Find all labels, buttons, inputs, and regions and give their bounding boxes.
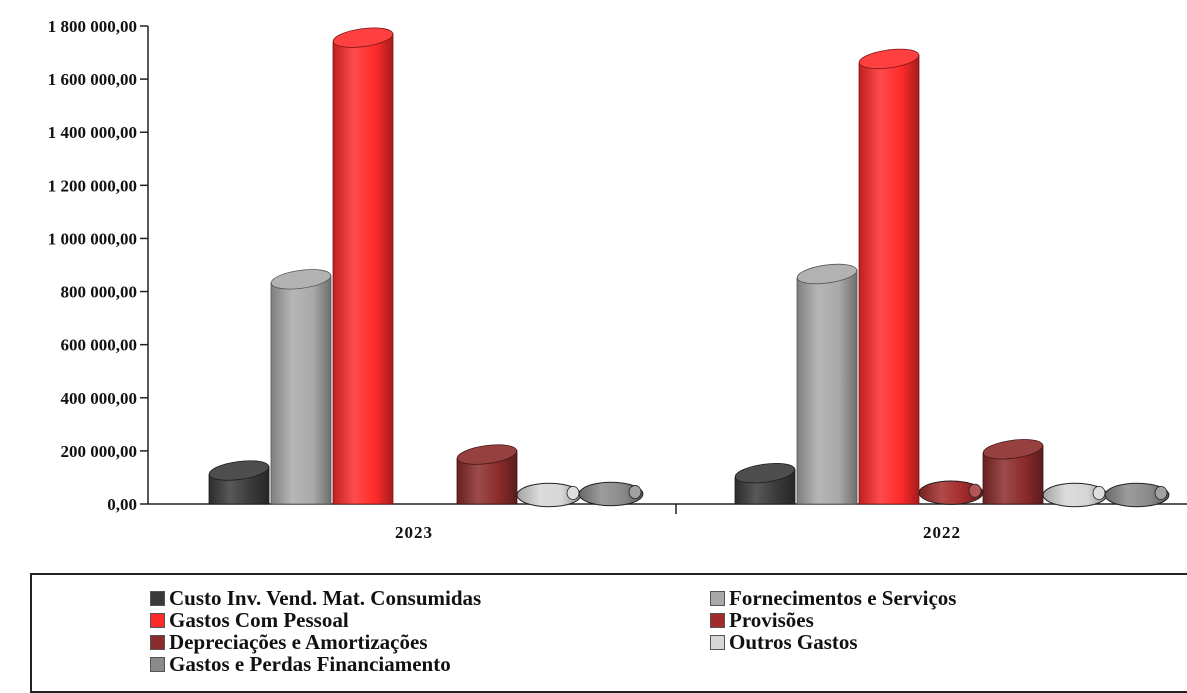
bar-cap xyxy=(968,483,982,498)
legend-item: Depreciações e Amortizações xyxy=(150,629,428,654)
y-tick-label: 800 000,00 xyxy=(61,283,138,302)
y-tick-label: 1 800 000,00 xyxy=(48,17,137,36)
legend-label: Provisões xyxy=(729,607,814,632)
legend-label: Custo Inv. Vend. Mat. Consumidas xyxy=(169,585,482,610)
legend-item: Gastos Com Pessoal xyxy=(150,607,349,632)
legend-item: Outros Gastos xyxy=(710,629,858,654)
legend-label: Outros Gastos xyxy=(729,629,858,654)
bar-top xyxy=(208,460,270,481)
y-tick-label: 400 000,00 xyxy=(61,389,138,408)
x-tick-label: 2023 xyxy=(395,523,433,542)
legend-swatch xyxy=(150,656,165,672)
y-tick-label: 1 400 000,00 xyxy=(48,123,137,142)
y-tick-label: 1 200 000,00 xyxy=(48,176,137,195)
legend-item: Fornecimentos e Serviços xyxy=(710,585,957,610)
x-tick-label: 2022 xyxy=(923,523,961,542)
bar-chart: 0,00 200 000,00 400 000,00 600 000,00 800 00… xyxy=(48,17,1187,542)
legend-swatch xyxy=(710,590,725,606)
legend-swatch xyxy=(710,612,725,628)
legend-item: Custo Inv. Vend. Mat. Consumidas xyxy=(150,585,482,610)
legend-swatch xyxy=(150,612,165,628)
y-tick-label: 600 000,00 xyxy=(61,336,138,355)
bar-top xyxy=(456,444,518,465)
bar-2-2023 xyxy=(332,33,394,505)
bar-2-2022 xyxy=(858,54,920,505)
legend-label: Fornecimentos e Serviços xyxy=(729,585,957,610)
bar-top xyxy=(270,269,332,290)
y-tick-label: 0,00 xyxy=(107,495,137,514)
y-tick-label: 200 000,00 xyxy=(61,442,138,461)
chart-legend: Custo Inv. Vend. Mat. Consumidas Fornecim… xyxy=(30,573,1187,693)
bar-cap xyxy=(1092,485,1106,500)
bar-1-2023 xyxy=(270,274,332,505)
bar-top xyxy=(796,263,858,285)
legend-label: Depreciações e Amortizações xyxy=(169,629,428,654)
bar-top xyxy=(982,439,1044,460)
bar-top xyxy=(332,27,394,48)
bar-cap xyxy=(566,485,580,500)
legend-item: Provisões xyxy=(710,607,814,632)
legend-label: Gastos e Perdas Financiamento xyxy=(169,651,451,676)
bar-1-2022 xyxy=(796,269,858,505)
legend-label: Gastos Com Pessoal xyxy=(169,607,349,632)
legend-swatch xyxy=(710,634,725,650)
legend-swatch xyxy=(150,590,165,606)
y-tick-label: 1 600 000,00 xyxy=(48,70,137,89)
bar-cap xyxy=(1154,485,1168,500)
legend-swatch xyxy=(150,634,165,650)
bar-cap xyxy=(628,485,642,500)
bar-top xyxy=(734,463,796,484)
y-tick-label: 1 000 000,00 xyxy=(48,229,137,248)
bar-top xyxy=(858,48,920,70)
